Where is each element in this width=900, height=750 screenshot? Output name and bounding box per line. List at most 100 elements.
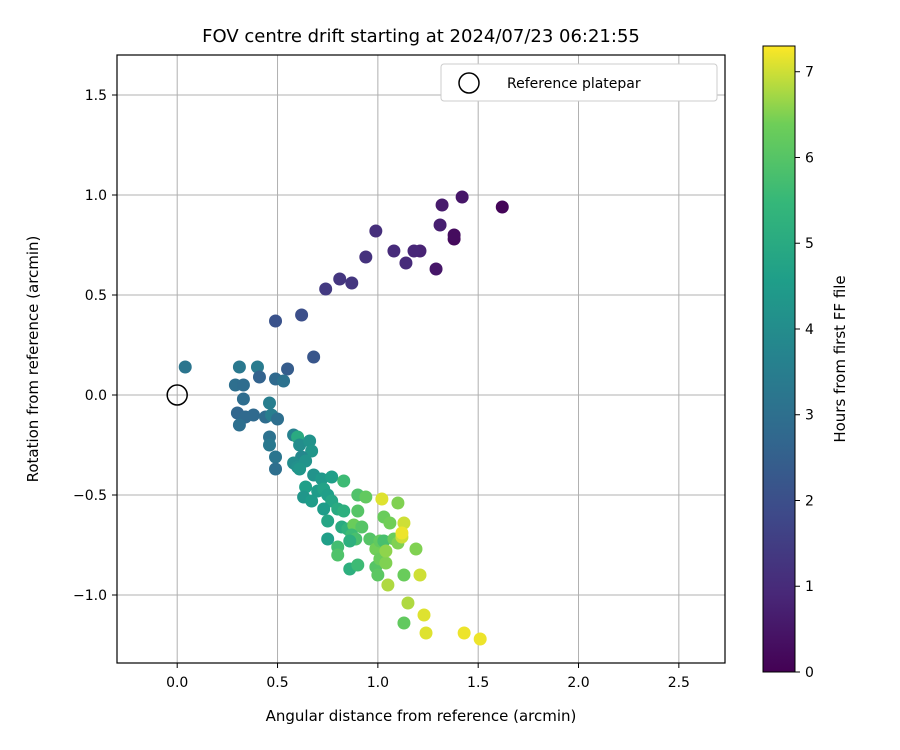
data-point — [293, 462, 307, 476]
data-point — [397, 616, 411, 630]
colorbar-ticks: 0 1 2 3 4 5 6 7 — [795, 65, 814, 681]
reference-platepar-marker — [166, 384, 188, 406]
data-point — [407, 244, 421, 258]
data-point — [331, 548, 345, 562]
colorbar: 0 1 2 3 4 5 6 7 Hours from first FF file — [762, 45, 849, 681]
data-point — [379, 556, 393, 570]
colorbar-tick-label: 0 — [805, 665, 814, 681]
legend: Reference platepar — [440, 63, 718, 102]
data-point — [295, 308, 309, 322]
data-point — [325, 470, 339, 484]
data-point — [337, 474, 351, 488]
chart-title: FOV centre drift starting at 2024/07/23 … — [202, 26, 640, 47]
y-axis-label: Rotation from reference (arcmin) — [24, 236, 42, 483]
y-tick-label: −1.0 — [73, 588, 107, 604]
data-point — [399, 256, 413, 270]
legend-box — [440, 63, 718, 102]
data-point — [343, 534, 357, 548]
data-point — [307, 350, 321, 364]
data-point — [321, 514, 335, 528]
grid-lines — [117, 55, 725, 663]
legend-reference-label: Reference platepar — [507, 76, 641, 92]
data-point — [433, 218, 447, 232]
x-tick-label: 2.5 — [668, 675, 690, 691]
data-point — [397, 568, 411, 582]
x-tick-label: 1.5 — [467, 675, 489, 691]
data-point — [281, 362, 295, 376]
x-tick-label: 0.5 — [266, 675, 288, 691]
x-tick-label: 0.0 — [166, 675, 188, 691]
data-point — [383, 516, 397, 530]
data-point — [269, 462, 283, 476]
data-point — [369, 224, 383, 238]
colorbar-tick-label: 7 — [805, 65, 814, 81]
colorbar-tick-label: 4 — [805, 322, 814, 338]
colorbar-tick-label: 5 — [805, 236, 814, 252]
data-point — [447, 228, 461, 242]
data-point — [263, 438, 277, 452]
data-point — [391, 496, 405, 510]
data-point — [263, 396, 277, 410]
data-point — [232, 418, 246, 432]
data-point — [236, 378, 250, 392]
data-point — [232, 360, 246, 374]
data-point — [321, 532, 335, 546]
data-point — [377, 534, 391, 548]
data-point — [319, 282, 333, 296]
data-point — [252, 370, 266, 384]
x-tick-label: 1.0 — [367, 675, 389, 691]
data-point — [299, 480, 313, 494]
data-point — [246, 408, 260, 422]
data-point — [359, 490, 373, 504]
data-point — [379, 544, 393, 558]
data-point — [419, 626, 433, 640]
data-point — [401, 596, 415, 610]
colorbar-tick-label: 3 — [805, 408, 814, 424]
y-axis-ticks: −1.0 −0.5 0.0 0.5 1.0 1.5 — [73, 88, 117, 604]
data-point — [317, 502, 331, 516]
colorbar-gradient — [762, 45, 796, 673]
legend-reference-marker — [458, 72, 480, 94]
colorbar-tick-label: 2 — [805, 493, 814, 509]
data-point — [387, 244, 401, 258]
data-point — [495, 200, 509, 214]
data-point — [429, 262, 443, 276]
data-point — [351, 504, 365, 518]
data-point — [363, 532, 377, 546]
y-tick-label: 0.0 — [85, 388, 107, 404]
data-point — [293, 438, 307, 452]
data-point — [305, 494, 319, 508]
data-point — [303, 434, 317, 448]
y-tick-label: −0.5 — [73, 488, 107, 504]
scatter-points — [178, 190, 509, 646]
data-point — [381, 578, 395, 592]
y-tick-label: 1.5 — [85, 88, 107, 104]
x-axis-ticks: 0.0 0.5 1.0 1.5 2.0 2.5 — [166, 663, 690, 691]
x-tick-label: 2.0 — [567, 675, 589, 691]
data-point — [277, 374, 291, 388]
data-point — [375, 492, 389, 506]
data-point — [359, 250, 373, 264]
colorbar-tick-label: 6 — [805, 150, 814, 166]
data-point — [178, 360, 192, 374]
y-tick-label: 0.5 — [85, 288, 107, 304]
y-tick-label: 1.0 — [85, 188, 107, 204]
data-point — [333, 272, 347, 286]
colorbar-tick-label: 1 — [805, 579, 814, 595]
data-point — [250, 360, 264, 374]
data-point — [269, 314, 283, 328]
data-point — [305, 444, 319, 458]
data-point — [435, 198, 449, 212]
data-point — [457, 626, 471, 640]
data-point — [395, 526, 409, 540]
data-point — [409, 542, 423, 556]
data-point — [397, 516, 411, 530]
data-point — [413, 568, 427, 582]
data-point — [351, 558, 365, 572]
colorbar-label: Hours from first FF file — [831, 275, 849, 442]
data-point — [355, 520, 369, 534]
data-point — [269, 450, 283, 464]
data-point — [345, 276, 359, 290]
data-point — [236, 392, 250, 406]
